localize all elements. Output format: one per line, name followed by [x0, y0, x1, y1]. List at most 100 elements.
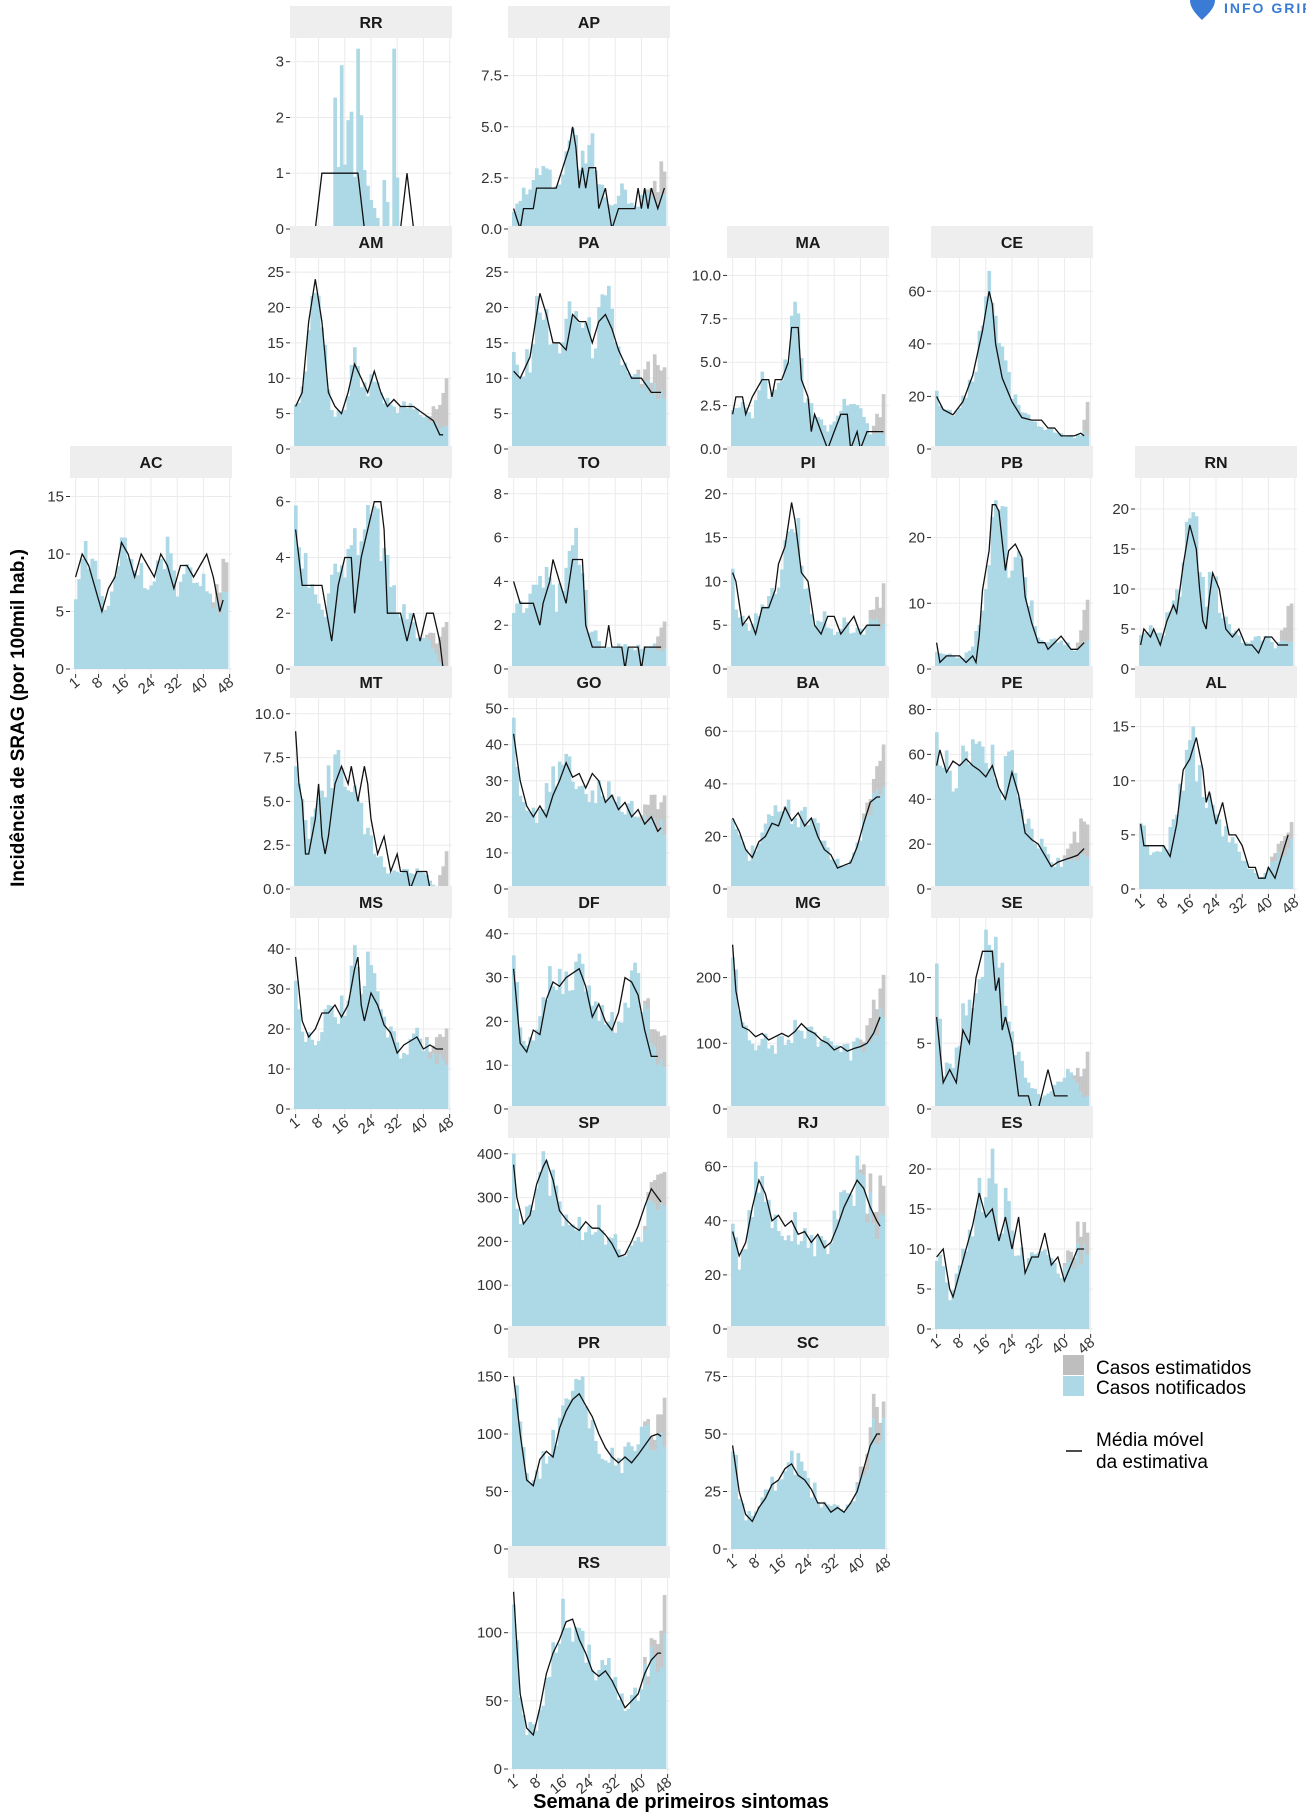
y-tick-label: 5.0 [481, 119, 502, 136]
bar-notified [757, 1192, 761, 1329]
bar-notified [740, 1503, 745, 1549]
bar-notified [1007, 751, 1011, 889]
bar-notified [551, 1169, 555, 1329]
bar-notified [587, 802, 592, 889]
y-tick-label: 4 [276, 549, 284, 566]
bar-notified [616, 346, 621, 449]
bar-notified [339, 768, 344, 889]
panel-title: ES [1001, 1115, 1023, 1132]
bar-notified [392, 406, 396, 449]
bar-notified [997, 1233, 1001, 1329]
panel-strip [727, 1106, 889, 1138]
bar-notified [531, 1724, 536, 1769]
bar-notified [1023, 823, 1028, 889]
y-tick-label: 15 [1112, 719, 1129, 736]
bar-notified [770, 392, 774, 449]
estimated-bars [643, 1397, 667, 1451]
notified-bars [935, 929, 1090, 1109]
bar-notified [747, 1210, 752, 1329]
bar-notified [561, 342, 565, 449]
bar-notified [750, 1217, 755, 1329]
bar-notified [842, 1512, 847, 1549]
bar-notified [1079, 1264, 1083, 1329]
bar-notified [643, 1229, 647, 1329]
bar-notified [871, 793, 876, 889]
bar-notified [964, 1251, 969, 1329]
bar-notified [411, 1033, 416, 1109]
bar-notified [333, 754, 337, 889]
bar-notified [839, 1051, 843, 1109]
bar-notified [639, 1689, 644, 1769]
bar-notified [587, 317, 592, 449]
bar-notified [971, 646, 975, 669]
bar-estimated [1270, 856, 1274, 862]
bar-notified [737, 1011, 742, 1109]
bar-notified [796, 827, 801, 889]
bar-notified [313, 808, 318, 889]
bar-notified [626, 648, 631, 669]
y-tick-label: 5 [276, 406, 284, 423]
bar-notified [803, 1228, 807, 1329]
bar-notified [593, 348, 598, 449]
bar-notified [421, 872, 426, 889]
bar-notified [178, 581, 183, 669]
bar-notified [1049, 1091, 1054, 1109]
bar-notified [1250, 640, 1255, 669]
x-axis: 1 8 16 24 32 40 48 [927, 1334, 1098, 1358]
bar-notified [580, 1376, 585, 1549]
bar-notified [208, 593, 213, 669]
bar-notified [780, 811, 784, 889]
bar-notified [659, 1059, 664, 1109]
bar-notified [1003, 506, 1008, 669]
y-tick-label: 10 [908, 1241, 925, 1258]
bar-notified [548, 1195, 552, 1329]
bar-notified [96, 579, 101, 669]
bar-notified [636, 1444, 641, 1549]
notified-bars [512, 127, 667, 229]
bar-notified [613, 1234, 618, 1329]
bar-notified [1003, 756, 1008, 889]
bar-notified [323, 344, 328, 449]
bar-estimated [862, 1164, 866, 1176]
bar-notified [848, 1060, 853, 1109]
bar-notified [593, 630, 598, 669]
bar-notified [767, 814, 771, 889]
x-tick-label: 32 [161, 674, 185, 698]
bar-notified [881, 1016, 886, 1109]
y-tick-label: 50 [704, 1426, 721, 1443]
bar-estimated [643, 1657, 647, 1664]
bar-notified [1052, 638, 1057, 669]
bar-notified [974, 371, 978, 449]
bar-notified [1007, 372, 1011, 449]
bar-notified [431, 648, 436, 669]
bar-notified [971, 1236, 975, 1329]
bar-notified [515, 981, 519, 1109]
bar-notified [829, 1243, 833, 1329]
bar-notified [590, 1669, 595, 1769]
bar-notified [868, 618, 873, 669]
bar-notified [142, 588, 147, 669]
bar-notified [1062, 1077, 1067, 1109]
bar-notified [639, 387, 644, 449]
bar-notified [1155, 851, 1160, 889]
bar-notified [512, 1398, 516, 1549]
bar-notified [964, 1015, 969, 1109]
bar-notified [793, 301, 797, 449]
bar-notified [352, 785, 357, 889]
bar-notified [1217, 612, 1222, 669]
bar-notified [871, 1030, 876, 1109]
bar-notified [418, 871, 423, 889]
bar-estimated [1075, 1221, 1080, 1244]
bar-estimated [656, 809, 660, 833]
y-tick-label: 40 [704, 776, 721, 793]
bar-notified [974, 743, 978, 889]
y-tick-label: 10 [267, 1061, 284, 1078]
bar-notified [561, 174, 565, 229]
bar-notified [1155, 632, 1160, 669]
bar-notified [789, 1450, 794, 1549]
bar-notified [316, 798, 321, 889]
bar-notified [744, 1249, 748, 1329]
x-tick-label: 8 [527, 1774, 544, 1792]
